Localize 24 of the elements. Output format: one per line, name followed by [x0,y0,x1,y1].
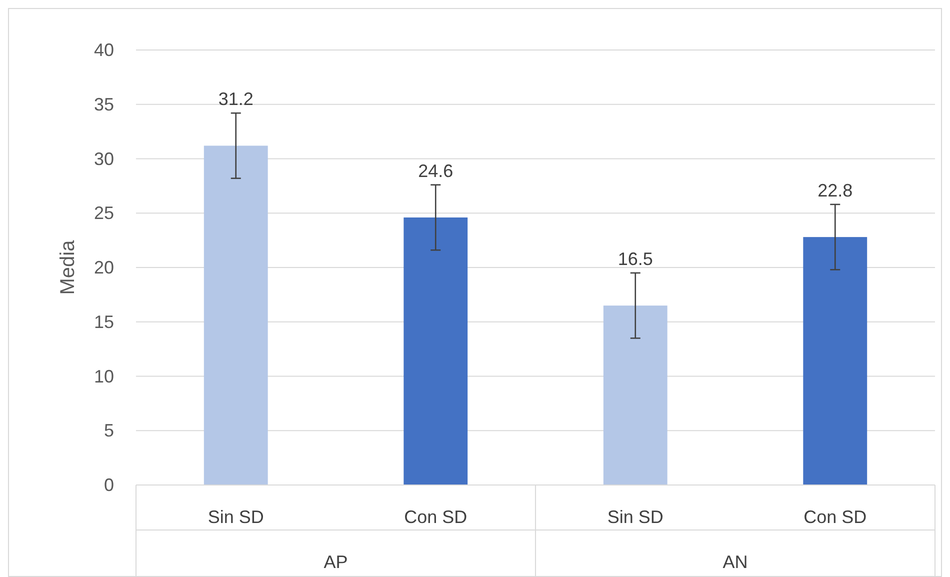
bar [404,217,468,485]
y-tick-label: 35 [94,94,114,114]
data-label: 22.8 [818,180,853,200]
x-tick-label: Con SD [404,507,468,527]
y-axis-title: Media [57,239,79,295]
data-label: 16.5 [618,248,653,269]
bar [204,146,268,485]
y-tick-label: 20 [94,258,114,278]
y-tick-label: 40 [94,40,114,60]
data-label: 24.6 [418,160,454,181]
y-tick-label: 30 [94,148,114,169]
y-tick-label: 10 [94,366,114,386]
bar [603,306,668,485]
y-tick-label: 15 [94,312,114,332]
x-tick-label: Sin SD [607,507,664,527]
text: AP [324,552,348,572]
x-tick-label: Sin SD [208,507,264,527]
y-tick-label: 0 [104,475,114,495]
x-tick-label: Con SD [804,507,867,527]
y-tick-label: 5 [104,420,114,441]
text: AN [722,552,748,572]
y-tick-label: 25 [94,203,114,224]
bar [803,237,868,485]
data-label: 31.2 [218,89,254,110]
